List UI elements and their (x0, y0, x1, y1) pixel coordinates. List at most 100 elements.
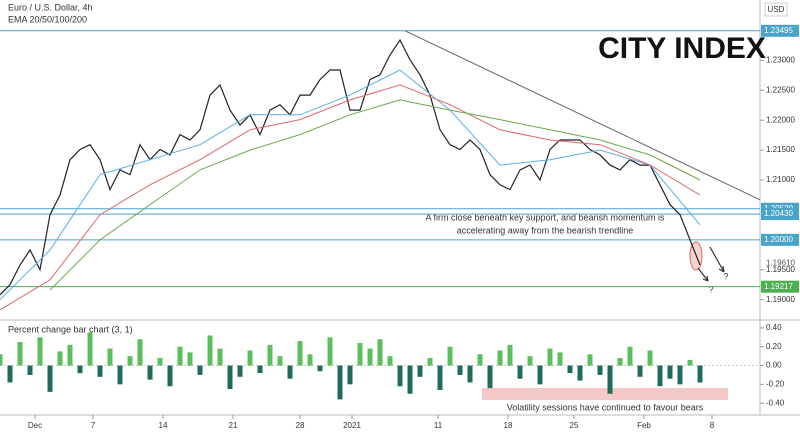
bar (457, 365, 463, 375)
bar (277, 356, 283, 366)
x-tick-label: 8 (710, 421, 715, 430)
x-tick-label: 25 (570, 421, 579, 430)
chart-title: Euro / U.S. Dollar, 4h (8, 2, 93, 12)
x-tick-label: 2021 (343, 421, 361, 430)
y-tick-label: 1.19500 (766, 265, 795, 274)
bar (287, 365, 293, 379)
annotation: ? (723, 271, 728, 281)
y-tick-label: 1.22000 (766, 115, 795, 124)
bar (97, 365, 103, 377)
pane-title: Percent change bar chart (3, 1) (8, 324, 133, 334)
bar (147, 365, 153, 380)
bar (377, 339, 383, 366)
x-tick-label: 28 (296, 421, 305, 430)
bar (597, 365, 603, 375)
bar (647, 350, 653, 366)
y-tick-label: 0.40 (766, 323, 782, 332)
bar (217, 348, 223, 366)
bar (427, 358, 433, 366)
bar (487, 365, 493, 389)
y-tick-label: 1.21000 (766, 175, 795, 184)
bar (477, 354, 483, 366)
bar (547, 348, 553, 366)
bar (247, 350, 253, 366)
unit-label: USD (768, 5, 785, 14)
bar (517, 365, 523, 379)
bar (257, 365, 263, 374)
bar (157, 358, 163, 366)
annotation: ? (708, 284, 713, 294)
bar (467, 365, 473, 383)
level-label-box (761, 208, 799, 221)
level-label: 1.19217 (764, 282, 793, 291)
bar (387, 356, 393, 366)
x-tick-label: 18 (504, 421, 513, 430)
y-tick-label: -0.20 (766, 379, 785, 388)
ema-line (49, 99, 701, 291)
bar (127, 356, 133, 366)
bar (527, 356, 533, 366)
bar (77, 365, 83, 374)
level-label-box (761, 280, 799, 293)
y-tick-label: 1.19000 (766, 295, 795, 304)
bar (307, 354, 313, 366)
bar (197, 365, 203, 375)
bar (7, 365, 13, 383)
bar (317, 365, 323, 372)
level-label: 1.20000 (764, 235, 793, 244)
bar (677, 365, 683, 385)
x-tick-label: Dec (28, 421, 42, 430)
bar (237, 365, 243, 377)
y-tick-label: 1.21500 (766, 145, 795, 154)
bar (637, 365, 643, 377)
bar (347, 365, 353, 385)
x-tick-label: 21 (229, 421, 238, 430)
bar (107, 348, 113, 366)
highlight-band (482, 388, 728, 400)
bar (67, 344, 73, 366)
bar (607, 365, 613, 394)
bar (587, 354, 593, 366)
bar (437, 365, 443, 390)
bar (87, 332, 93, 366)
bar (577, 365, 583, 381)
ema-line (0, 69, 701, 301)
y-tick-label: 0.00 (766, 361, 782, 370)
bar (227, 365, 233, 390)
bar (27, 365, 33, 375)
bar (447, 346, 453, 366)
annotation: Volatility sessions have continued to fa… (507, 402, 704, 412)
bar (407, 365, 413, 394)
bar (337, 365, 343, 400)
bar (397, 365, 403, 387)
unit-box (764, 2, 788, 17)
last-price-label: 1.19610 (766, 258, 795, 267)
bar (627, 346, 633, 366)
bar (557, 352, 563, 366)
y-tick-label: 1.22500 (766, 85, 795, 94)
y-tick-label: -0.40 (766, 398, 785, 407)
annotation: A firm close beneath key support, and be… (425, 212, 665, 222)
logo: CITY INDEX (598, 32, 766, 65)
x-tick-label: 11 (434, 421, 443, 430)
ema-line (0, 84, 701, 311)
bar (177, 346, 183, 366)
bar (187, 352, 193, 366)
chart-subtitle: EMA 20/50/100/200 (8, 14, 87, 24)
bar (617, 358, 623, 366)
x-tick-label: 7 (91, 421, 96, 430)
x-tick-label: 14 (159, 421, 168, 430)
y-tick-label: 1.23000 (766, 56, 795, 65)
bar (267, 344, 273, 366)
bar (37, 337, 43, 366)
bar (57, 351, 63, 366)
bar (357, 342, 363, 366)
bar (507, 344, 513, 366)
level-label-box (761, 24, 799, 37)
x-tick-label: Feb (637, 421, 651, 430)
y-tick-label: 0.20 (766, 342, 782, 351)
bar (47, 365, 53, 392)
